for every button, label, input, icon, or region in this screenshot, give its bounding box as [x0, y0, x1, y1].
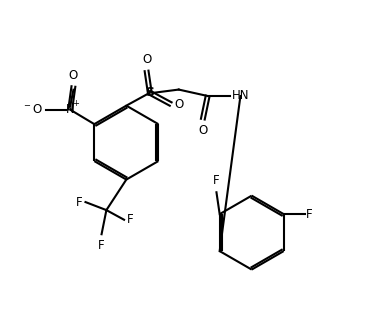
- Text: F: F: [76, 196, 83, 209]
- Text: N: N: [66, 103, 74, 116]
- Text: F: F: [213, 174, 220, 187]
- Text: O: O: [69, 69, 78, 82]
- Text: F: F: [127, 213, 133, 226]
- Text: O: O: [142, 53, 151, 66]
- Text: O: O: [175, 97, 184, 111]
- Text: HN: HN: [231, 89, 249, 102]
- Text: S: S: [145, 86, 154, 99]
- Text: F: F: [98, 239, 105, 252]
- Text: F: F: [306, 208, 313, 221]
- Text: +: +: [73, 99, 79, 108]
- Text: $^-$O: $^-$O: [22, 103, 43, 116]
- Text: O: O: [198, 124, 208, 137]
